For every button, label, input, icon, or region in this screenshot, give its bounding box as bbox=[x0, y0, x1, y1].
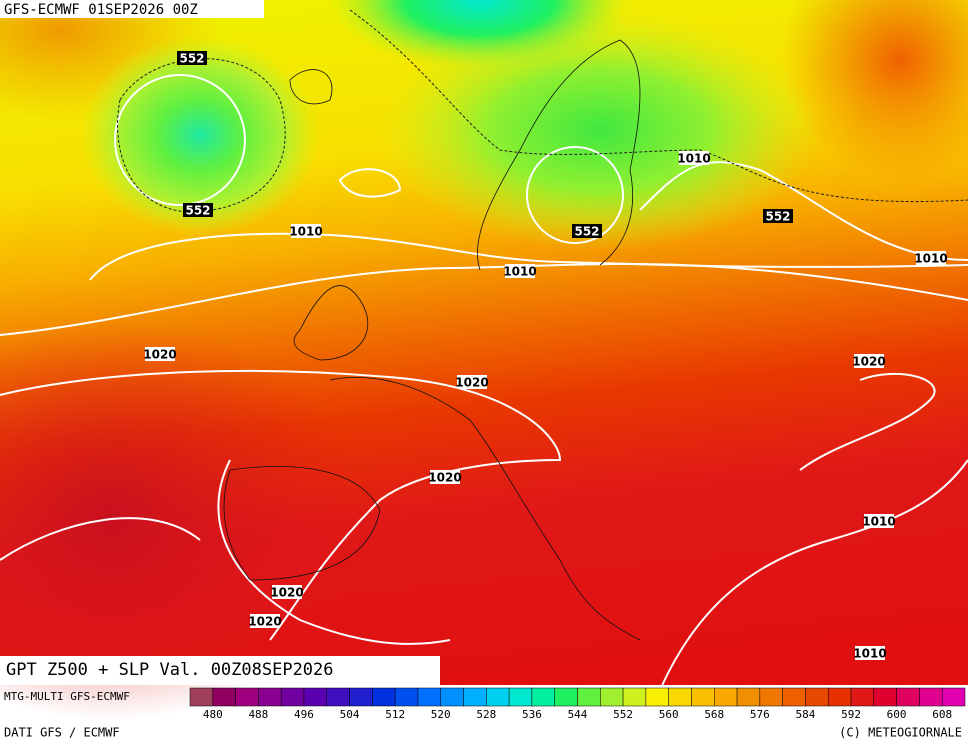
contour-label: 1010 bbox=[862, 515, 895, 529]
colorbar-swatch bbox=[372, 687, 396, 707]
colorbar-label: 560 bbox=[659, 708, 679, 721]
contour-label: 552 bbox=[179, 52, 204, 66]
contour-label: 1020 bbox=[270, 586, 303, 600]
label-box bbox=[763, 209, 793, 223]
contour-label: 1010 bbox=[914, 252, 947, 266]
contour-label: 1020 bbox=[455, 376, 488, 390]
colorbar-label: 608 bbox=[932, 708, 952, 721]
colorbar-swatch bbox=[440, 687, 464, 707]
colorbar-label: 496 bbox=[294, 708, 314, 721]
contour-label: 1020 bbox=[852, 355, 885, 369]
colorbar-swatch bbox=[827, 687, 852, 707]
colorbar-swatch bbox=[531, 687, 555, 707]
colorbar-label: 520 bbox=[431, 708, 451, 721]
label-box bbox=[916, 251, 946, 265]
label-box bbox=[855, 646, 885, 660]
colorbar-label: 488 bbox=[248, 708, 268, 721]
contour-label: 1010 bbox=[677, 152, 710, 166]
label-box bbox=[864, 514, 894, 528]
label-box bbox=[679, 151, 709, 165]
model-text: MTG-MULTI GFS-ECMWF bbox=[4, 690, 130, 703]
colorbar-swatch bbox=[896, 687, 920, 707]
coastlines bbox=[223, 39, 641, 641]
colorbar-swatch bbox=[782, 687, 806, 707]
colorbar-swatch bbox=[668, 687, 692, 707]
caption-box bbox=[0, 656, 440, 685]
map bbox=[0, 0, 968, 720]
contour-label: 1010 bbox=[289, 225, 322, 239]
label-box bbox=[145, 347, 175, 361]
label-box bbox=[457, 375, 487, 389]
contour-label: 552 bbox=[765, 210, 790, 224]
colorbar-swatch bbox=[463, 687, 487, 707]
contour-label: 1020 bbox=[248, 615, 281, 629]
colorbar-swatch bbox=[258, 687, 282, 707]
colorbar-swatch bbox=[622, 687, 647, 707]
colorbar-label: 480 bbox=[203, 708, 223, 721]
contour-label: 1020 bbox=[428, 471, 461, 485]
colorbar-label: 512 bbox=[385, 708, 405, 721]
colorbar-swatch bbox=[691, 687, 715, 707]
colorbar-swatch bbox=[349, 687, 373, 707]
colorbar-swatch bbox=[280, 687, 305, 707]
colorbar-swatch bbox=[941, 687, 966, 707]
contour-label: 1010 bbox=[503, 265, 536, 279]
colorbar-label: 536 bbox=[522, 708, 542, 721]
colorbar-swatch bbox=[805, 687, 829, 707]
label-box bbox=[177, 51, 207, 65]
colorbar-swatch bbox=[577, 687, 601, 707]
colorbar-label: 552 bbox=[613, 708, 633, 721]
title-box bbox=[0, 0, 264, 18]
colorbar-label: 600 bbox=[887, 708, 907, 721]
label-box bbox=[183, 203, 213, 217]
colorbar-label: 576 bbox=[750, 708, 770, 721]
colorbar-swatch bbox=[326, 687, 350, 707]
colorbar-label: 528 bbox=[476, 708, 496, 721]
label-box bbox=[250, 614, 280, 628]
colorbar-swatch bbox=[235, 687, 259, 707]
contour-label: 552 bbox=[574, 225, 599, 239]
label-box bbox=[430, 470, 460, 484]
contour-label: 1010 bbox=[853, 647, 886, 661]
colorbar-swatch bbox=[759, 687, 783, 707]
colorbar-swatch bbox=[554, 687, 578, 707]
title: GFS-ECMWF 01SEP2026 00Z bbox=[4, 2, 198, 18]
colorbar-label: 584 bbox=[796, 708, 816, 721]
colorbar-swatch bbox=[189, 687, 214, 707]
caption: GPT Z500 + SLP Val. 00Z08SEP2026 bbox=[6, 660, 334, 680]
label-box bbox=[505, 264, 535, 278]
colorbar-swatch bbox=[600, 687, 624, 707]
colorbar-swatch bbox=[714, 687, 738, 707]
colorbar-swatch bbox=[486, 687, 510, 707]
contour-label: 1020 bbox=[143, 348, 176, 362]
colorbar-label: 504 bbox=[340, 708, 360, 721]
colorbar-label: 568 bbox=[704, 708, 724, 721]
colorbar-swatch bbox=[417, 687, 441, 707]
contour-label: 552 bbox=[185, 204, 210, 218]
isobars bbox=[0, 74, 968, 691]
colorbar-swatch bbox=[919, 687, 943, 707]
colorbar-label: 544 bbox=[568, 708, 588, 721]
colorbar-swatch bbox=[645, 687, 669, 707]
contour-labels: 552 552 552 552 1010 1010 1010 1010 1020 1020 1020… bbox=[143, 51, 948, 661]
colorbar-label: 592 bbox=[841, 708, 861, 721]
source-text: DATI GFS / ECMWF bbox=[4, 726, 120, 740]
colorbar: 480 488 496 504 512 520 528 536 544 552 560 568 576 5… bbox=[189, 687, 966, 721]
colorbar-swatch bbox=[394, 687, 419, 707]
label-box bbox=[272, 585, 302, 599]
colorbar-swatch bbox=[736, 687, 761, 707]
label-box bbox=[572, 224, 602, 238]
colorbar-swatch bbox=[873, 687, 897, 707]
label-box bbox=[854, 354, 884, 368]
colorbar-swatch bbox=[850, 687, 875, 707]
colorbar-swatch bbox=[212, 687, 236, 707]
credit-text: (C) METEOGIORNALE bbox=[839, 726, 962, 740]
colorbar-swatch bbox=[508, 687, 533, 707]
colorbar-swatch bbox=[303, 687, 328, 707]
label-box bbox=[291, 224, 321, 238]
